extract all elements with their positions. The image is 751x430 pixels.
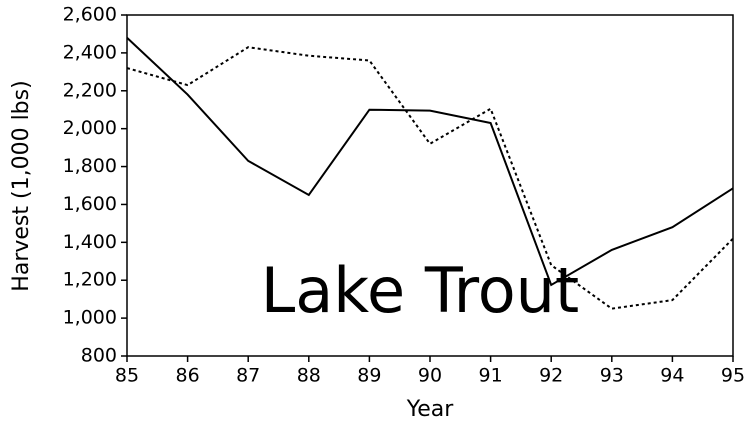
annotation: Lake Trout bbox=[261, 254, 580, 327]
y-tick-label: 2,000 bbox=[63, 117, 117, 139]
y-tick-label: 1,200 bbox=[63, 269, 117, 291]
x-tick-label: 87 bbox=[236, 365, 260, 387]
y-tick-label: 1,000 bbox=[63, 307, 117, 329]
y-tick-label: 2,400 bbox=[63, 41, 117, 63]
x-tick-label: 92 bbox=[539, 365, 563, 387]
y-tick-label: 1,800 bbox=[63, 155, 117, 177]
x-tick-label: 85 bbox=[115, 365, 139, 387]
x-axis-label: Year bbox=[406, 397, 455, 422]
y-tick-label: 1,600 bbox=[63, 193, 117, 215]
line-series bbox=[126, 46, 734, 310]
x-tick-label: 90 bbox=[418, 365, 442, 387]
x-tick-label: 91 bbox=[479, 365, 503, 387]
y-axis-label: Harvest (1,000 lbs) bbox=[9, 80, 34, 291]
x-tick-label: 86 bbox=[176, 365, 200, 387]
x-tick-label: 95 bbox=[721, 365, 745, 387]
line-series bbox=[126, 37, 734, 287]
y-tick-label: 2,200 bbox=[63, 79, 117, 101]
x-tick-label: 89 bbox=[357, 365, 381, 387]
x-tick-label: 93 bbox=[600, 365, 624, 387]
x-tick-label: 88 bbox=[297, 365, 321, 387]
x-tick-label: 94 bbox=[660, 365, 684, 387]
y-tick-label: 800 bbox=[81, 345, 117, 367]
y-tick-label: 2,600 bbox=[63, 4, 117, 26]
y-tick-label: 1,400 bbox=[63, 231, 117, 253]
